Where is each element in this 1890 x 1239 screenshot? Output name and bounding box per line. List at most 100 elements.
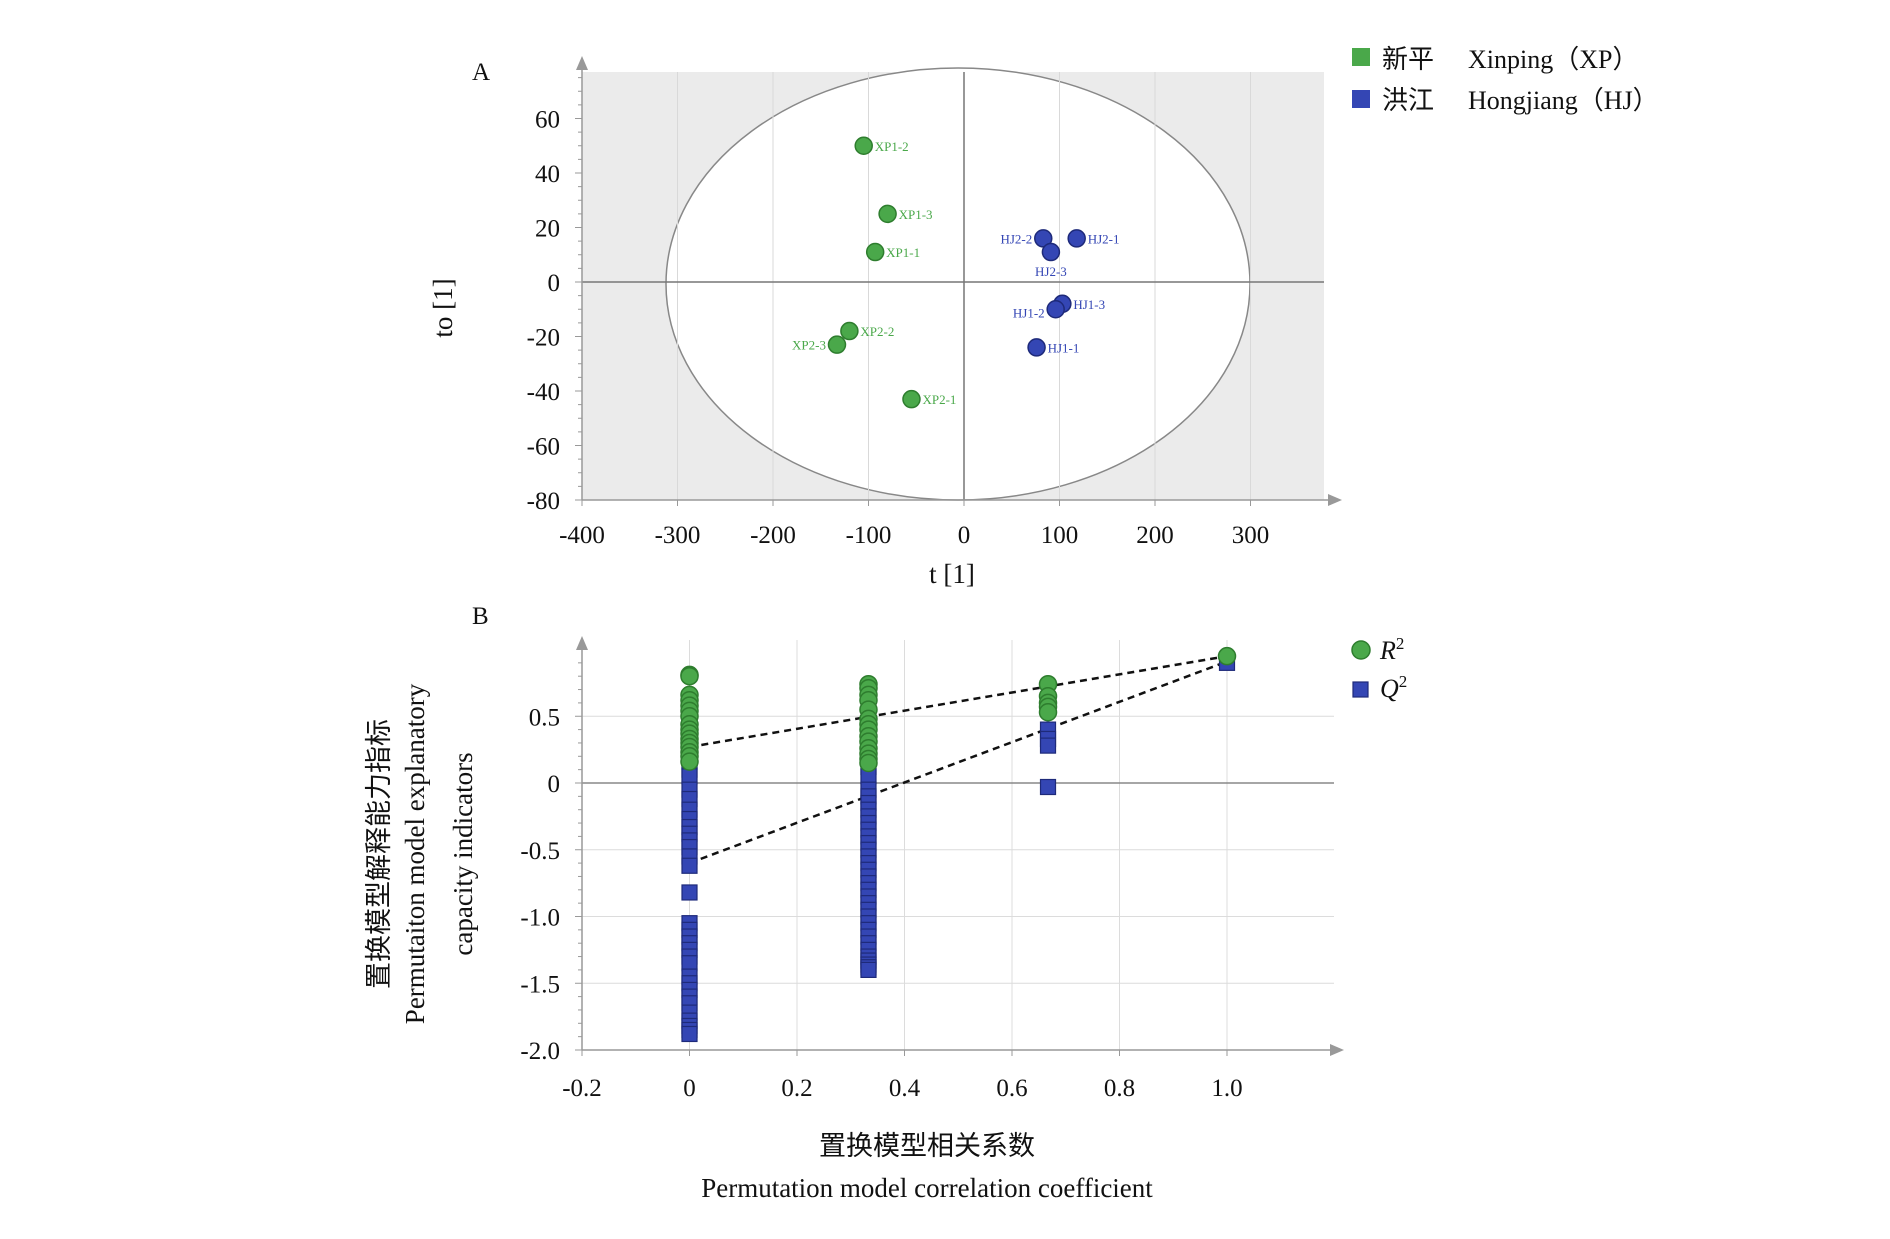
panel-a-x-tick-label: 0 — [958, 522, 971, 549]
panel-b-q2-point — [681, 884, 698, 901]
panel-b-axes — [575, 636, 1344, 1056]
panel-a-y-ticks: 60 40 20 0 -20 -40 -60 -80 — [527, 107, 560, 516]
legend-xinping-label-en: Xinping（XP） — [1468, 45, 1638, 74]
legend-q2-sup: 2 — [1399, 672, 1408, 691]
panel-a-y-tick-label: -20 — [527, 325, 560, 352]
panel-b-r2-point — [680, 666, 699, 686]
panel-b-x-tick-label: 0.4 — [889, 1075, 921, 1102]
panel-a-y-tick-label: 20 — [535, 216, 560, 243]
panel-b-y-axis-arrow — [576, 636, 588, 650]
panel-a-point-label-hj2-2: HJ2-2 — [1000, 231, 1032, 246]
panel-a-point-hj1-2 — [1046, 300, 1065, 319]
panel-b-permutation-plot: B -0.2 0 0.2 0.4 0.6 0.8 1.0 0.5 0 -0.5 -1.0 -1.5 -… — [364, 603, 1407, 1203]
panel-a-y-tick-label: -40 — [527, 379, 560, 406]
panel-a-point-label-hj1-1: HJ1-1 — [1048, 340, 1080, 355]
legend-hongjiang-label-en: Hongjiang（HJ） — [1468, 86, 1659, 115]
panel-a-point-label-xp1-3: XP1-3 — [899, 207, 933, 222]
panel-b-regression-lines — [689, 654, 1228, 865]
panel-a-point-label-xp2-2: XP2-2 — [860, 324, 894, 339]
panel-a-y-axis-arrow — [576, 56, 588, 70]
panel-b-q2-point — [860, 961, 877, 979]
panel-b-x-tick-label: 1.0 — [1211, 1075, 1242, 1102]
panel-a-points: XP1-2 XP1-3 XP1-1 XP2-2 XP2-3 XP2-1 HJ2-1 HJ2-2… — [792, 136, 1120, 409]
panel-a-x-tick-label: -300 — [655, 522, 701, 549]
panel-a-point-label-hj2-3: HJ2-3 — [1035, 264, 1067, 279]
panel-b-x-tick-label: 0 — [683, 1075, 696, 1102]
panel-a-point-label-xp1-1: XP1-1 — [886, 245, 920, 260]
panel-a-x-axis-title: t [1] — [929, 559, 975, 589]
panel-a-y-tick-label: -80 — [527, 488, 560, 515]
panel-b-y-ticks: 0.5 0 -0.5 -1.0 -1.5 -2.0 — [520, 704, 560, 1065]
panel-a-axes — [575, 56, 1342, 506]
panel-a-point-label-hj1-3: HJ1-3 — [1073, 297, 1105, 312]
legend-hongjiang-label: 洪江 — [1382, 86, 1434, 115]
panel-a-point-xp2-2 — [840, 321, 859, 341]
panel-b-y-axis-title-zh: 置换模型解释能力指标 — [364, 719, 394, 989]
panel-a-x-tick-label: 300 — [1232, 522, 1270, 549]
panel-a-point-hj2-3 — [1041, 242, 1061, 262]
panel-b-q2-point — [681, 857, 698, 874]
panel-a-point-label-xp2-1: XP2-1 — [922, 392, 956, 407]
panel-a-y-tick-label: 40 — [535, 161, 560, 188]
legend-r2-letter: R — [1379, 636, 1396, 665]
panel-a-point-hj2-1 — [1067, 229, 1086, 248]
panel-b-regression-line-q2 — [689, 660, 1228, 865]
panel-a-x-tick-label: 200 — [1136, 522, 1174, 549]
panel-a-point-label-hj1-2: HJ1-2 — [1013, 305, 1045, 320]
panel-b-q2-point — [1039, 737, 1057, 754]
panel-a-point-label-xp1-2: XP1-2 — [875, 139, 909, 154]
panel-a-x-tick-label: -400 — [559, 522, 605, 549]
legend-r2-label: R2 — [1379, 634, 1404, 665]
panel-b-y-tick-label: 0.5 — [529, 704, 560, 731]
panel-a-x-tick-label: 100 — [1041, 522, 1079, 549]
panel-a-letter: A — [472, 59, 490, 86]
panel-a-x-tick-label: -100 — [846, 522, 892, 549]
panel-b-x-axis-arrow — [1330, 1044, 1344, 1056]
panel-a-legend: 新平 Xinping（XP） 洪江 Hongjiang（HJ） — [1352, 45, 1659, 115]
panel-a-x-ticks: -400 -300 -200 -100 0 100 200 300 — [559, 522, 1269, 549]
panel-a-point-xp2-3 — [827, 335, 847, 354]
panel-b-y-tick-label: -2.0 — [520, 1038, 560, 1065]
panel-b-x-tick-label: 0.2 — [781, 1075, 812, 1102]
panel-b-regression-line-r2 — [689, 654, 1228, 749]
panel-b-x-axis-title-en: Permutation model correlation coefficien… — [701, 1173, 1153, 1203]
legend-r2-sup: 2 — [1396, 634, 1405, 653]
panel-a-point-xp2-1 — [902, 389, 921, 409]
legend-xinping-label: 新平 — [1382, 45, 1434, 74]
legend-hongjiang-swatch — [1352, 90, 1370, 108]
panel-b-q2-point — [1039, 778, 1057, 796]
panel-b-r2-point — [1217, 646, 1237, 666]
panel-b-y-axis-title-en-2: capacity indicators — [448, 752, 478, 955]
panel-a-point-hj1-1 — [1027, 338, 1046, 357]
panel-a-score-plot: A -400 -300 -200 -100 0 100 200 300 6040200-20-… — [428, 45, 1659, 589]
panel-b-y-tick-label: 0 — [548, 771, 561, 798]
panel-a-y-axis-title: to [1] — [428, 278, 458, 337]
hotelling-t2-ellipse — [665, 67, 1251, 501]
panel-b-r2-point — [680, 752, 699, 771]
panel-b-x-axis-title-zh: 置换模型相关系数 — [819, 1131, 1035, 1161]
panel-b-letter: B — [472, 603, 489, 630]
panel-b-y-tick-label: -0.5 — [520, 838, 560, 865]
legend-q2-marker — [1352, 681, 1369, 698]
legend-r2-marker — [1351, 640, 1371, 660]
panel-b-x-tick-label: -0.2 — [562, 1075, 602, 1102]
panel-a-point-xp1-1 — [865, 242, 885, 262]
panel-b-q2-point — [681, 1025, 698, 1043]
legend-q2-letter: Q — [1380, 674, 1399, 703]
panel-b-r2-point — [859, 753, 878, 773]
panel-b-x-tick-label: 0.8 — [1104, 1075, 1135, 1102]
panel-b-legend: R2 Q2 — [1351, 634, 1408, 703]
panel-b-y-axis-title-en-1: Permutaiton model explanatory — [400, 683, 430, 1024]
panel-b-points — [680, 646, 1237, 1043]
panel-a-x-tick-label: -200 — [750, 522, 796, 549]
legend-xinping-swatch — [1352, 48, 1370, 66]
panel-a-y-tick-label: 60 — [535, 107, 560, 134]
panel-b-q2-point — [681, 955, 698, 972]
panel-a-point-xp1-3 — [878, 204, 897, 224]
panel-a-y-tick-label: -60 — [527, 434, 560, 461]
panel-a-point-xp1-2 — [854, 136, 873, 155]
panel-b-x-ticks: -0.2 0 0.2 0.4 0.6 0.8 1.0 — [562, 1075, 1242, 1102]
panel-a-point-label-hj2-1: HJ2-1 — [1088, 231, 1120, 246]
panel-a-x-axis-arrow — [1328, 494, 1342, 506]
